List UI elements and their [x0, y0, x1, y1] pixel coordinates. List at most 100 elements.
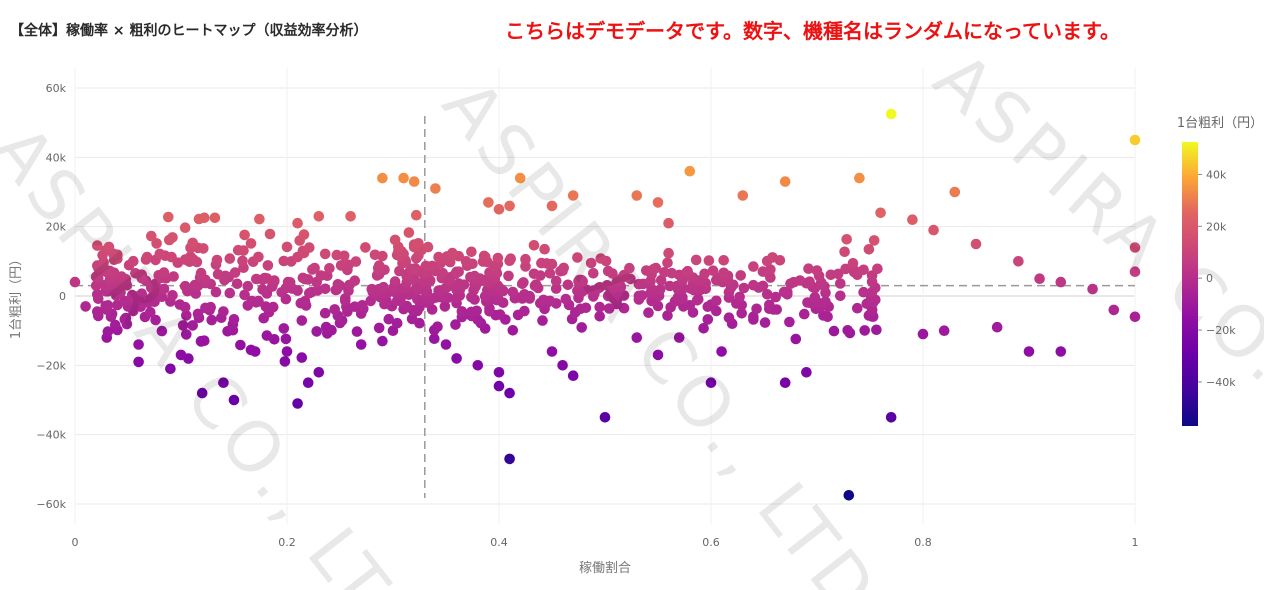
colorbar-gradient — [1182, 142, 1198, 426]
data-point — [280, 333, 292, 345]
y-tick-label: 40k — [46, 151, 67, 164]
data-point — [239, 229, 250, 241]
data-point — [504, 200, 515, 212]
data-point — [141, 251, 153, 263]
data-point — [378, 281, 389, 293]
y-tick-label: 20k — [46, 221, 67, 234]
data-point — [1129, 242, 1141, 253]
data-point — [843, 490, 855, 501]
data-point — [128, 255, 139, 267]
data-point — [126, 289, 138, 301]
data-point — [313, 211, 325, 222]
data-point — [550, 275, 562, 287]
data-point — [279, 356, 291, 367]
data-point — [302, 377, 314, 389]
data-point — [492, 252, 504, 264]
data-point — [281, 241, 293, 253]
data-point — [350, 256, 362, 267]
y-tick-label: −40k — [36, 429, 66, 442]
data-point — [885, 412, 897, 423]
data-point — [145, 306, 156, 318]
data-point — [278, 255, 290, 267]
data-point — [466, 246, 477, 258]
data-point — [654, 284, 666, 295]
data-point — [319, 248, 331, 260]
data-point — [311, 326, 323, 337]
data-point — [778, 286, 790, 298]
data-point — [840, 263, 851, 275]
data-point — [858, 264, 869, 276]
data-point — [313, 367, 325, 378]
y-tick-label: 0 — [59, 290, 66, 303]
data-point — [433, 251, 444, 263]
data-point — [422, 241, 434, 253]
data-point — [863, 244, 875, 255]
data-point — [574, 274, 585, 286]
data-point — [493, 380, 505, 392]
data-point — [507, 286, 519, 298]
data-point — [504, 387, 515, 399]
data-point — [175, 349, 187, 361]
data-point — [528, 268, 540, 280]
data-point — [1055, 346, 1067, 357]
data-point — [187, 320, 198, 331]
data-point — [483, 197, 494, 208]
data-point — [315, 270, 327, 281]
data-point — [224, 287, 236, 299]
watermark-text-1: ASPIRA CO., LTD. — [0, 110, 462, 590]
data-point — [211, 254, 223, 266]
watermark: ASPIRA CO., LTD. ASPIRA CO., LTD. ASPIRA… — [0, 37, 1264, 590]
data-point — [389, 234, 401, 246]
data-point — [250, 273, 262, 285]
data-point — [231, 278, 243, 290]
data-point — [264, 228, 276, 240]
data-point — [767, 252, 778, 263]
data-point — [790, 333, 802, 345]
data-point — [471, 305, 483, 317]
data-point — [408, 176, 420, 187]
data-point — [229, 267, 241, 278]
data-point — [707, 265, 719, 277]
data-point — [151, 238, 162, 249]
data-point — [737, 190, 749, 201]
x-tick-label: 1 — [1132, 536, 1139, 549]
data-point — [536, 257, 547, 269]
data-point — [770, 291, 781, 303]
data-point — [663, 247, 674, 259]
data-point — [520, 253, 531, 265]
data-point — [519, 289, 530, 300]
data-point — [296, 352, 308, 363]
data-point — [820, 296, 831, 307]
data-point — [682, 265, 693, 277]
data-point — [224, 253, 236, 264]
data-point — [360, 242, 371, 253]
data-point — [373, 322, 385, 334]
colorbar-tick-label: 20k — [1206, 220, 1227, 233]
data-point — [546, 200, 558, 212]
data-point — [550, 283, 562, 294]
data-point — [493, 367, 505, 378]
data-point — [949, 186, 961, 198]
data-point — [237, 255, 248, 267]
data-point — [179, 280, 191, 292]
data-point — [779, 377, 791, 389]
data-point — [232, 244, 244, 256]
x-tick-label: 0 — [72, 536, 79, 549]
data-point — [673, 332, 685, 343]
data-point — [748, 261, 759, 272]
data-point — [757, 280, 769, 292]
data-point — [432, 321, 443, 333]
data-point — [764, 299, 775, 311]
data-point — [1055, 276, 1067, 288]
data-point — [174, 299, 186, 310]
data-point — [519, 305, 530, 317]
data-point — [748, 279, 759, 291]
data-point — [801, 367, 812, 378]
data-point — [320, 321, 332, 333]
data-point — [560, 293, 572, 305]
data-point — [377, 172, 388, 184]
data-point — [92, 306, 103, 317]
data-point — [738, 282, 750, 294]
data-point — [594, 301, 605, 313]
